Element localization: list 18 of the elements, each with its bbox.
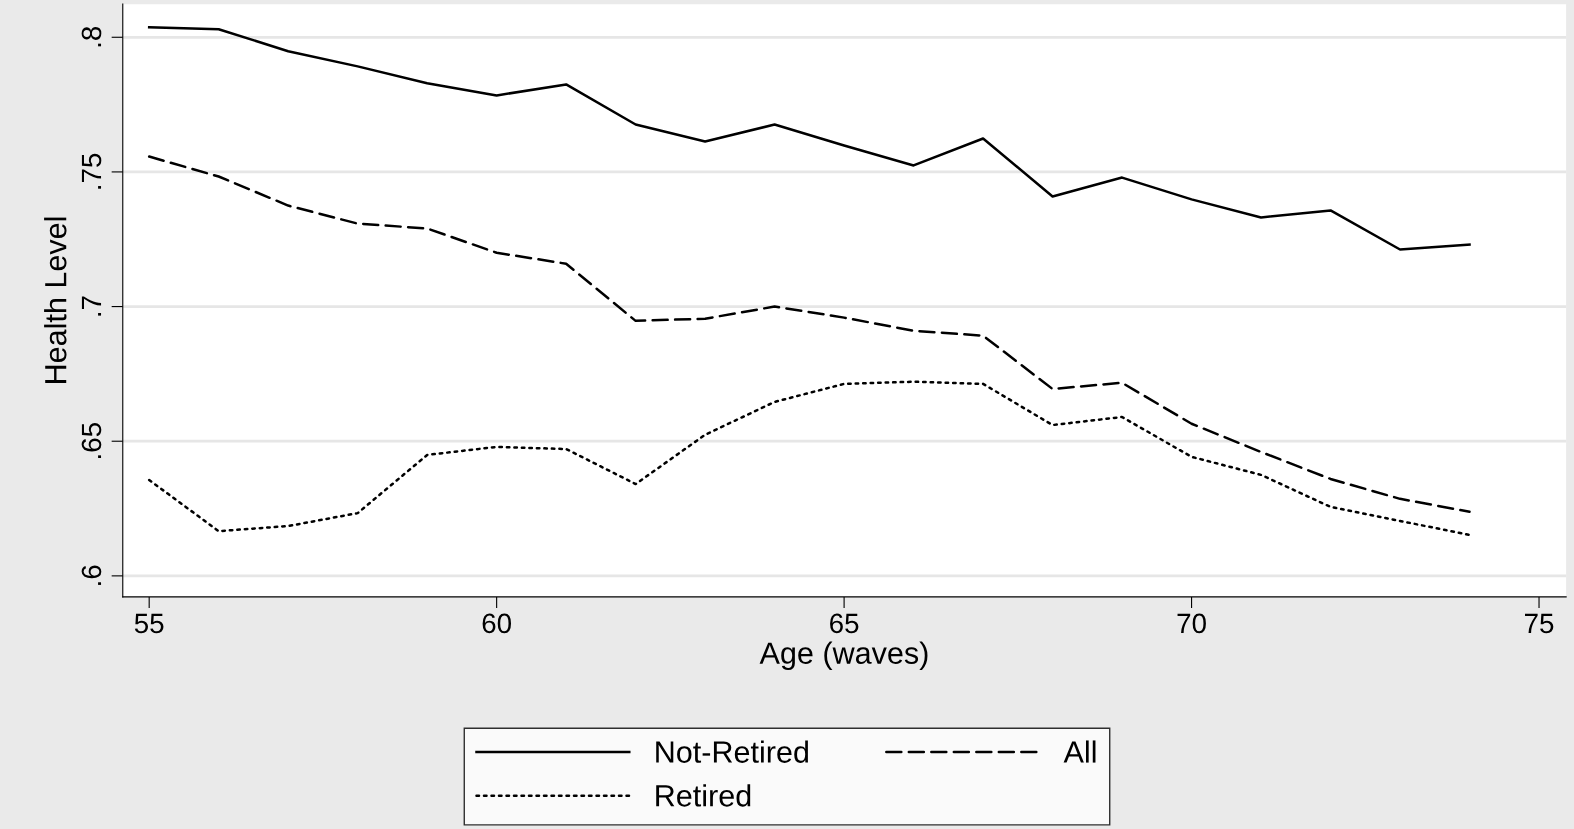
legend-label: All	[1063, 740, 1096, 763]
y-tick-label: .75	[81, 153, 102, 189]
x-tick-label: 60	[482, 613, 511, 634]
line-series	[147, 380, 1471, 537]
line-series	[147, 155, 1471, 514]
x-axis-title: Age (waves)	[759, 641, 928, 671]
y-tick-label: .65	[81, 423, 102, 458]
y-tick-label: .8	[81, 26, 102, 47]
y-axis-title: Health Level	[44, 217, 67, 383]
x-tick-label: 75	[1525, 613, 1554, 634]
y-tick-label: .7	[81, 296, 102, 316]
legend-label: Retired	[656, 784, 751, 807]
x-tick-label: 65	[830, 613, 859, 634]
line-series	[147, 26, 1471, 251]
x-tick-label: 55	[134, 613, 164, 634]
legend-label: Not-Retired	[656, 740, 808, 763]
y-tick-label: .6	[81, 565, 102, 585]
x-tick-label: 70	[1177, 613, 1206, 634]
